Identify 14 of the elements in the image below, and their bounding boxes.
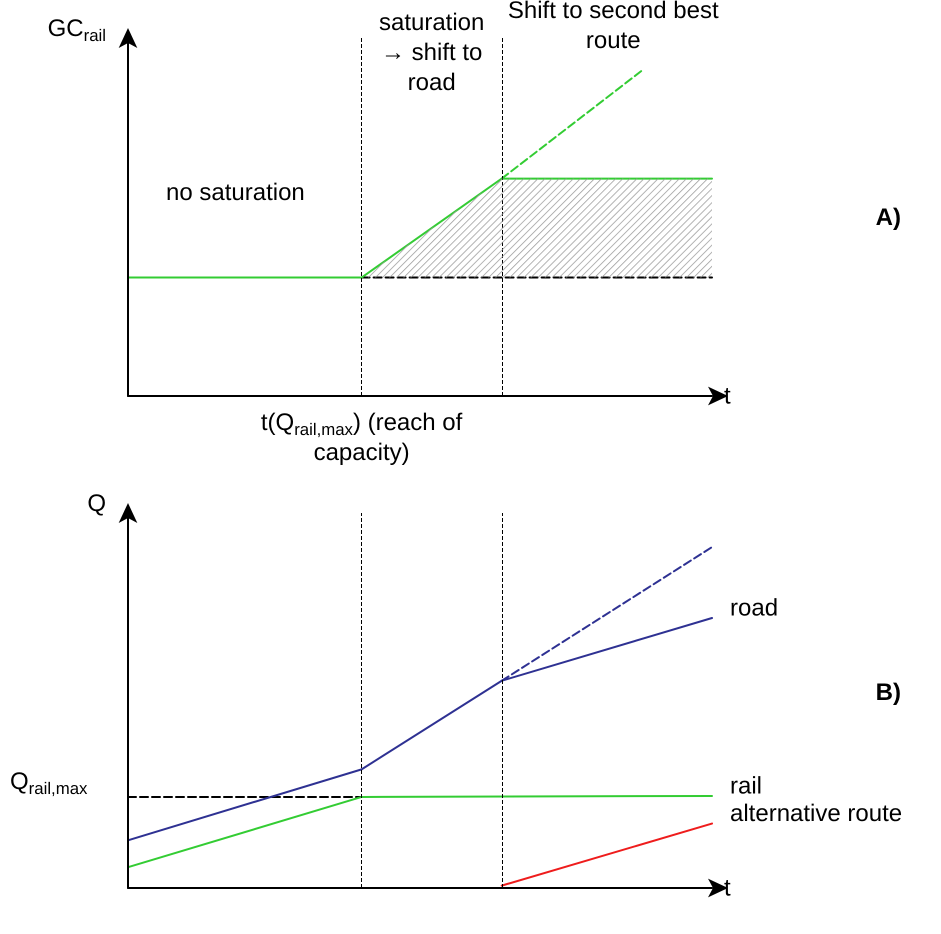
y-axis-title: GC$_{rail}$ xyxy=(48,14,106,46)
series-label: alternative route xyxy=(730,800,902,828)
x-axis-title: t xyxy=(724,382,731,410)
text: Shift to second best route xyxy=(506,0,720,56)
series-label: road xyxy=(730,594,778,622)
text: Q$_{rail,max}$ xyxy=(10,766,88,798)
annotation: no saturation xyxy=(166,178,305,208)
annotation: saturation → shift to road xyxy=(378,8,486,98)
series-label: rail xyxy=(730,772,762,800)
text: t(Q$_{rail,max}$) (reach of capacity) xyxy=(260,408,464,468)
text: A) xyxy=(876,203,901,233)
text: B) xyxy=(876,678,901,708)
y-axis-title: Q xyxy=(87,489,106,519)
x-axis-title: t xyxy=(724,874,731,902)
